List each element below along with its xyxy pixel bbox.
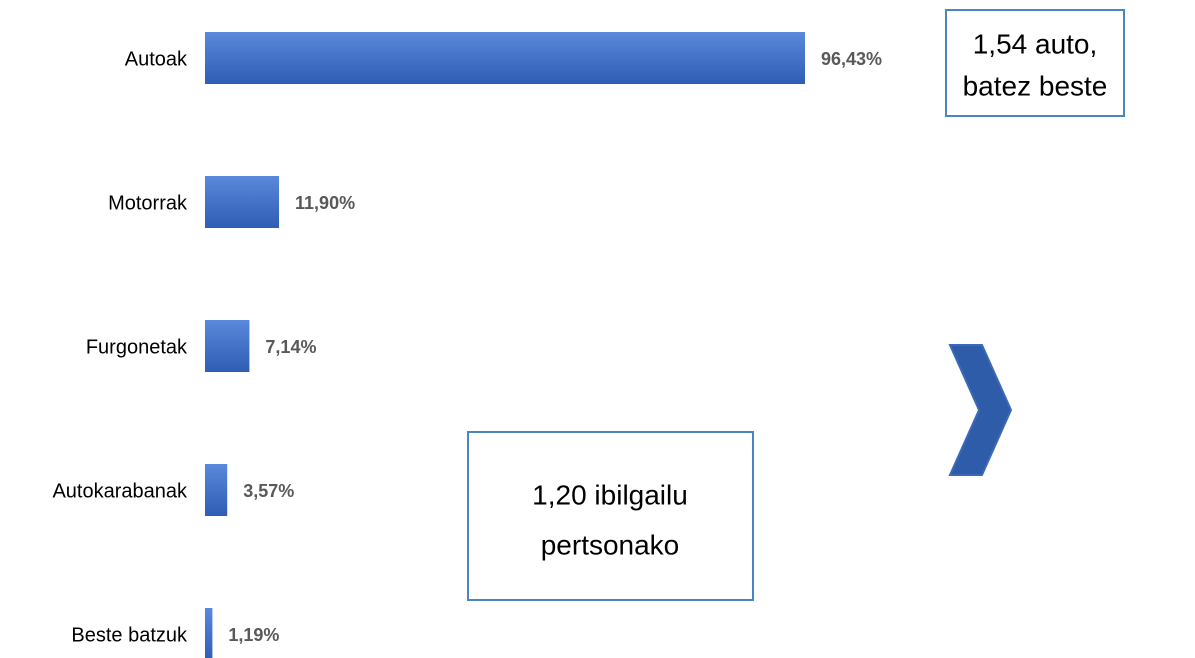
annotation-box [945, 9, 1125, 117]
bar [205, 464, 228, 516]
category-label: Furgonetak [86, 336, 188, 358]
bar [205, 608, 213, 658]
category-label: Autoak [125, 48, 188, 70]
value-label: 7,14% [265, 337, 316, 357]
annotation-text: 1,54 auto, [973, 28, 1098, 59]
category-label: Beste batzuk [71, 624, 188, 646]
annotation-text: 1,20 ibilgailu [532, 479, 688, 510]
bar [205, 320, 250, 372]
value-label: 3,57% [243, 481, 294, 501]
chevron [948, 344, 1013, 476]
category-label: Motorrak [108, 192, 188, 214]
annotation-text: pertsonako [541, 529, 680, 560]
value-label: 1,19% [228, 625, 279, 645]
annotation-text: batez beste [963, 70, 1108, 101]
value-label: 11,90% [295, 193, 355, 213]
value-label: 96,43% [821, 49, 882, 69]
category-label: Autokarabanak [52, 480, 188, 502]
bar [205, 32, 805, 84]
annotation-box [467, 431, 754, 601]
bar [205, 176, 280, 228]
